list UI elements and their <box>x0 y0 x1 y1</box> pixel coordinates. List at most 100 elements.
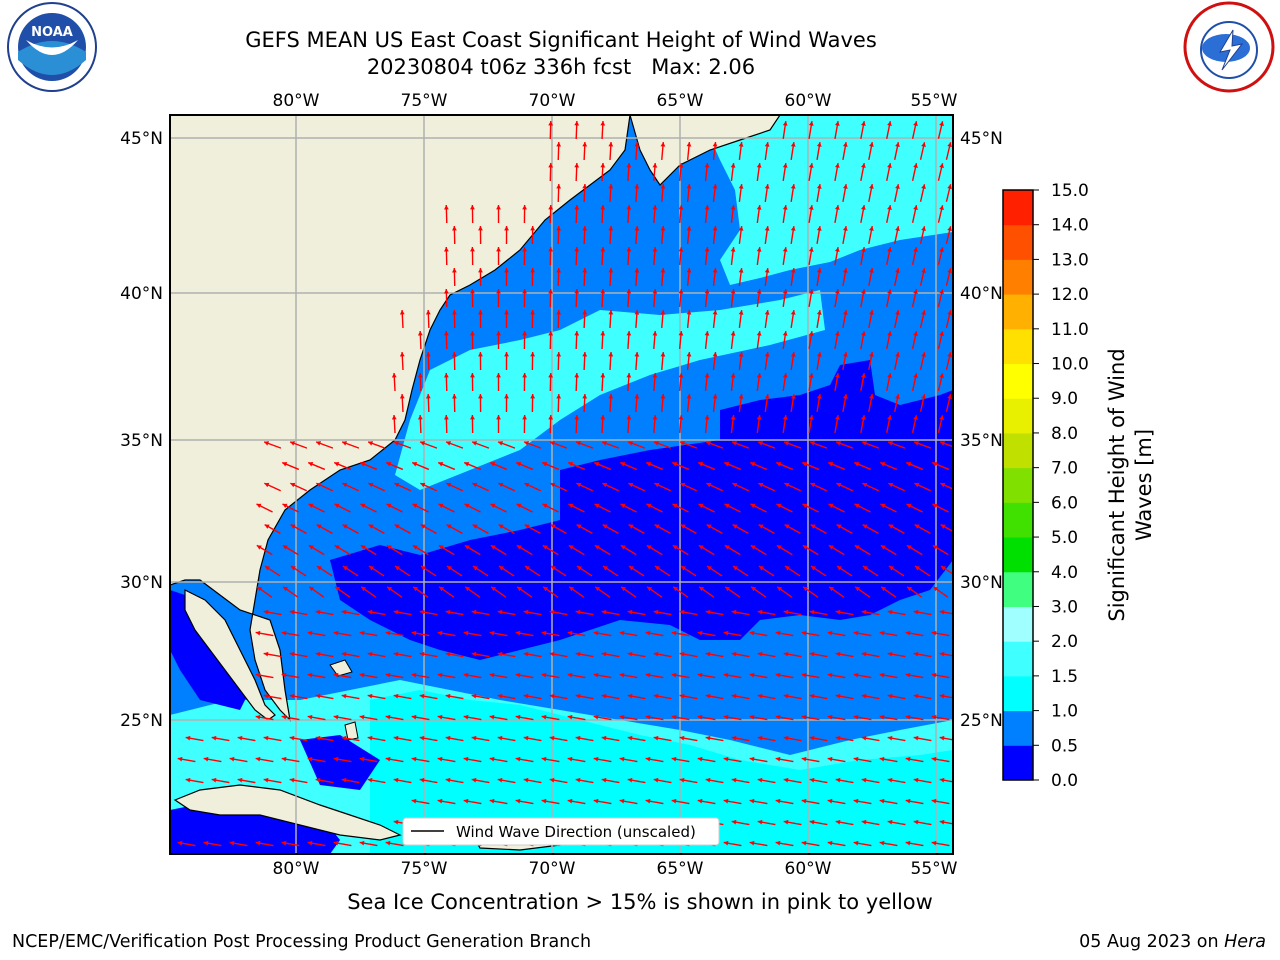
colorbar-tick-label: 12.0 <box>1051 285 1089 305</box>
wind-arrow <box>522 204 527 224</box>
wind-arrow <box>575 609 594 616</box>
wind-arrow <box>911 121 918 139</box>
wind-arrow <box>671 714 690 721</box>
wind-arrow <box>489 756 508 763</box>
colorbar-swatch <box>1003 224 1033 260</box>
wind-arrow <box>489 630 508 637</box>
wind-arrow <box>567 798 586 805</box>
wind-arrow <box>496 288 501 308</box>
colorbar-swatch <box>1003 641 1033 677</box>
wind-arrow <box>281 672 300 679</box>
wind-arrow <box>861 693 880 700</box>
wind-arrow <box>229 840 248 847</box>
wind-arrow <box>757 609 776 616</box>
wind-arrow <box>515 630 534 637</box>
wind-arrow <box>697 461 716 471</box>
wind-arrow <box>686 225 692 245</box>
wind-arrow <box>886 373 892 391</box>
wind-arrow <box>417 372 423 392</box>
wind-arrow <box>914 565 931 577</box>
wind-arrow <box>723 461 742 471</box>
wind-arrow <box>411 461 430 471</box>
wind-arrow <box>835 819 854 826</box>
wind-arrow <box>582 351 588 371</box>
lat-tick-right: 30°N <box>960 573 1003 593</box>
wind-arrow <box>698 544 715 556</box>
wind-arrow <box>801 756 820 763</box>
wind-arrow <box>905 672 924 679</box>
wind-arrow <box>731 819 750 826</box>
wind-arrow <box>893 268 900 286</box>
wind-arrow <box>888 524 905 534</box>
wind-arrow <box>289 441 308 449</box>
wind-arrow <box>576 524 593 534</box>
wind-arrow <box>862 565 879 577</box>
wind-arrow <box>749 630 768 637</box>
wind-arrow <box>764 183 770 203</box>
wind-arrow <box>548 204 554 224</box>
wind-arrow <box>628 524 645 534</box>
wind-arrow <box>730 162 736 182</box>
wind-arrow <box>290 482 307 492</box>
wind-arrow <box>602 565 619 577</box>
wind-arrow <box>911 163 918 181</box>
wind-arrow <box>445 777 464 784</box>
wind-arrow <box>686 183 692 203</box>
wind-arrow <box>732 524 749 534</box>
colorbar-swatch <box>1003 363 1033 399</box>
wind-arrow <box>757 735 776 742</box>
lon-tick-bottom: 70°W <box>529 859 576 879</box>
colorbar-tick-label: 8.0 <box>1051 424 1078 444</box>
wind-arrow <box>905 798 924 805</box>
wind-arrow <box>834 121 840 139</box>
colorbar-tick-label: 13.0 <box>1051 250 1089 270</box>
wind-arrow <box>308 586 325 598</box>
wind-arrow <box>417 414 423 434</box>
wind-arrow <box>628 565 645 577</box>
wind-arrow <box>678 204 684 224</box>
wind-arrow <box>464 544 481 556</box>
wind-arrow <box>608 183 614 203</box>
wind-arrow <box>608 225 614 245</box>
wind-arrow <box>367 609 386 616</box>
wind-arrow <box>438 544 455 556</box>
wind-arrow <box>712 351 718 371</box>
wind-arrow <box>263 651 282 658</box>
wind-arrow <box>548 372 554 392</box>
wind-arrow <box>516 544 533 556</box>
wind-arrow <box>764 141 770 161</box>
wind-arrow <box>810 524 827 534</box>
wind-arrow <box>470 414 475 434</box>
noaa-logo: NOAA <box>7 2 97 92</box>
wind-arrow <box>478 393 483 413</box>
wind-arrow <box>853 840 872 847</box>
wind-arrow <box>888 482 905 492</box>
wind-arrow <box>686 309 692 329</box>
wind-arrow <box>367 651 386 658</box>
wind-arrow <box>342 565 359 577</box>
wind-arrow <box>842 184 848 202</box>
wind-arrow <box>802 544 819 556</box>
wind-arrow <box>497 609 516 616</box>
wind-arrow <box>556 393 562 413</box>
colorbar-tick-label: 2.0 <box>1051 632 1078 652</box>
wind-arrow <box>419 693 438 700</box>
wind-arrow <box>411 714 430 721</box>
wind-arrow <box>775 756 794 763</box>
wind-arrow <box>412 544 429 556</box>
wind-arrow <box>834 205 840 223</box>
wind-arrow <box>490 544 507 556</box>
wind-arrow <box>730 414 736 434</box>
wind-arrow <box>705 651 724 658</box>
map-title-line1: GEFS MEAN US East Coast Significant Heig… <box>245 28 877 52</box>
wind-arrow <box>879 630 898 637</box>
wind-arrow <box>756 246 762 266</box>
wind-arrow <box>463 461 482 471</box>
wind-arrow <box>307 840 326 847</box>
wind-arrow <box>574 246 580 266</box>
wind-arrow <box>620 586 637 598</box>
wind-arrow <box>620 544 637 556</box>
wind-arrow <box>524 565 541 577</box>
wind-arrow <box>756 414 762 434</box>
wind-arrow <box>790 393 796 413</box>
